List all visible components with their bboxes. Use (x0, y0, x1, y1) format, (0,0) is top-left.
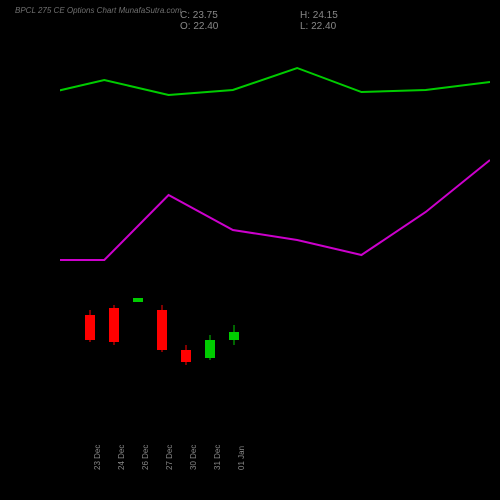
x-axis-label: 30 Dec (189, 445, 198, 470)
chart-svg (60, 40, 490, 420)
ohlc-block-co: C: 23.75 O: 22.40 (180, 10, 278, 32)
open-value: O: 22.40 (180, 21, 218, 32)
ohlc-block-hl: H: 24.15 L: 22.40 (300, 10, 398, 32)
candle-body (109, 308, 119, 342)
candle-body (181, 350, 191, 362)
candle-body (229, 332, 239, 340)
close-value: C: 23.75 (180, 10, 218, 21)
x-axis-label: 27 Dec (165, 445, 174, 470)
green-line (60, 68, 490, 95)
candle-body (157, 310, 167, 350)
chart-area (60, 40, 490, 420)
low-value: L: 22.40 (300, 21, 338, 32)
x-axis-labels: 23 Dec 24 Dec 26 Dec 27 Dec 30 Dec 31 Dec 01 J… (60, 430, 490, 490)
x-axis-label: 01 Jan (237, 446, 246, 470)
candle-body (205, 340, 215, 358)
magenta-line (60, 160, 490, 260)
chart-title: BPCL 275 CE Options Chart MunafaSutra.co… (15, 6, 182, 15)
candle-body (133, 298, 143, 302)
high-value: H: 24.15 (300, 10, 338, 21)
x-axis-label: 23 Dec (93, 445, 102, 470)
candle-body (85, 315, 95, 340)
x-axis-label: 31 Dec (213, 445, 222, 470)
x-axis-label: 26 Dec (141, 445, 150, 470)
x-axis-label: 24 Dec (117, 445, 126, 470)
